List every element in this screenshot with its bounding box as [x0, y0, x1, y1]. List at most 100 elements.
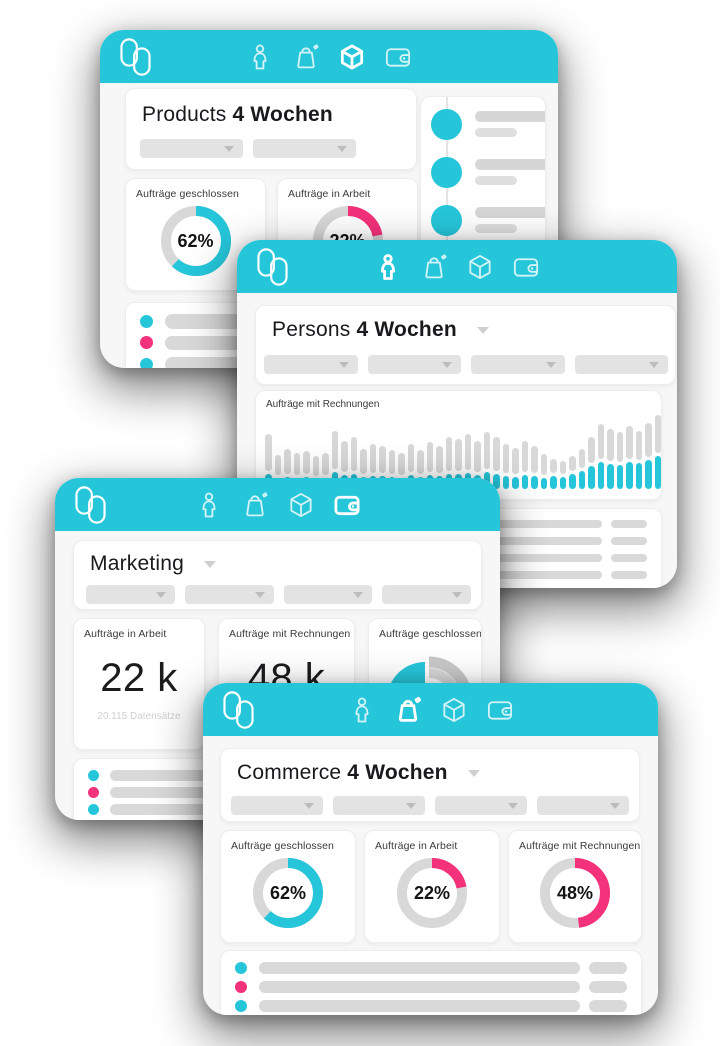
timeline-dot [431, 157, 462, 188]
stat-label: Aufträge in Arbeit [84, 628, 167, 640]
person-icon[interactable] [194, 490, 223, 519]
page-title-period: 4 Wochen [232, 103, 333, 126]
filter-dropdown[interactable] [184, 585, 274, 604]
filter-dropdown[interactable] [231, 796, 323, 815]
cube-icon[interactable] [466, 252, 495, 281]
value-placeholder [611, 537, 647, 545]
cube-icon[interactable] [439, 695, 468, 724]
bullet-icon [140, 336, 153, 350]
filter-dropdown[interactable] [264, 355, 358, 374]
filter-dropdown[interactable] [435, 796, 527, 815]
filter-dropdown[interactable] [382, 585, 471, 604]
bullet-icon [235, 981, 247, 993]
app-logo[interactable] [75, 486, 106, 529]
filter-dropdown[interactable] [86, 585, 175, 604]
app-logo[interactable] [223, 691, 254, 734]
page-title: Marketing [90, 552, 465, 576]
persons-app-bar [237, 240, 677, 293]
timeline-dot [431, 109, 462, 140]
page-title: Persons 4 Wochen [272, 318, 659, 342]
bar [521, 441, 528, 489]
text-placeholder [475, 111, 545, 122]
cube-icon[interactable] [286, 490, 315, 519]
filter-dropdown[interactable] [471, 355, 565, 374]
bag-icon[interactable] [420, 252, 449, 281]
wallet-icon[interactable] [384, 42, 413, 71]
bullet-icon [88, 770, 99, 781]
commerce-dashboard-window: Commerce 4 Wochen Aufträge geschlossen 6… [203, 683, 658, 1015]
page-title: Products 4 Wochen [142, 103, 400, 127]
filter-dropdown[interactable] [367, 355, 461, 374]
donut-gauge: 22% [396, 857, 468, 929]
commerce-app-bar [203, 683, 658, 736]
page-title: Commerce 4 Wochen [237, 761, 623, 785]
bullet-icon [235, 962, 247, 974]
bullet-icon [88, 787, 99, 798]
bag-icon[interactable] [240, 490, 269, 519]
page-title-text: Persons [272, 318, 351, 341]
person-icon[interactable] [374, 252, 403, 281]
text-placeholder [475, 176, 517, 185]
text-placeholder [475, 128, 517, 137]
wallet-icon[interactable] [512, 252, 541, 281]
app-logo[interactable] [120, 38, 151, 81]
list-item[interactable] [235, 962, 627, 974]
products-filters [140, 139, 356, 158]
products-app-bar [100, 30, 558, 83]
bar [550, 459, 557, 489]
bar [626, 426, 633, 489]
text-placeholder [475, 159, 545, 170]
donut-gauge: 62% [160, 205, 232, 277]
cube-icon[interactable] [338, 42, 367, 71]
products-title-panel: Products 4 Wochen [125, 88, 417, 170]
persons-title-panel: Persons 4 Wochen [255, 305, 676, 385]
bar [578, 449, 585, 489]
wallet-icon[interactable] [332, 490, 361, 519]
bag-icon[interactable] [292, 42, 321, 71]
filter-dropdown[interactable] [574, 355, 668, 374]
bar [654, 415, 661, 489]
filter-dropdown[interactable] [537, 796, 629, 815]
filter-dropdown[interactable] [140, 139, 243, 158]
person-icon[interactable] [347, 695, 376, 724]
person-icon[interactable] [246, 42, 275, 71]
timeline-item[interactable] [431, 153, 545, 201]
stat-subtitle: 20.115 Datensätze [97, 711, 181, 722]
bar [540, 454, 547, 489]
value-placeholder [589, 962, 627, 974]
app-logo[interactable] [257, 248, 288, 291]
list-item[interactable] [235, 1000, 627, 1012]
metric-label: Aufträge geschlossen [231, 840, 334, 852]
stat-tile-in-progress: Aufträge in Arbeit 22 k 20.115 Datensätz… [73, 618, 205, 750]
title-dropdown-caret-icon[interactable] [476, 326, 489, 334]
timeline-dot [431, 205, 462, 236]
filter-dropdown[interactable] [283, 585, 373, 604]
filter-dropdown[interactable] [333, 796, 425, 815]
stat-label: Aufträge geschlossen [379, 628, 482, 640]
bar [597, 424, 604, 489]
donut-gauge: 48% [539, 857, 611, 929]
bar [569, 456, 576, 489]
timeline-item[interactable] [431, 201, 545, 249]
bar [502, 444, 509, 489]
bar [607, 429, 614, 489]
bar [588, 437, 595, 489]
metric-tile-in-progress: Aufträge in Arbeit 22% [364, 830, 500, 943]
title-dropdown-caret-icon[interactable] [204, 560, 217, 568]
page-title-text: Products [142, 103, 227, 126]
persons-filters [264, 355, 668, 374]
list-item[interactable] [235, 981, 627, 993]
chart-title: Aufträge mit Rechnungen [266, 399, 380, 410]
marketing-app-bar [55, 478, 500, 531]
metric-value: 22% [413, 882, 451, 903]
metric-label: Aufträge mit Rechnungen [519, 840, 641, 852]
bag-icon[interactable] [393, 695, 422, 724]
page-title-period: 4 Wochen [347, 761, 448, 784]
wallet-icon[interactable] [485, 695, 514, 724]
filter-dropdown[interactable] [253, 139, 356, 158]
value-placeholder [611, 554, 647, 562]
page-title-text: Commerce [237, 761, 342, 784]
title-dropdown-caret-icon[interactable] [467, 769, 480, 777]
timeline-item[interactable] [431, 105, 545, 153]
products-dashboard-window: Products 4 Wochen Aufträge geschlossen 6… [100, 30, 558, 368]
